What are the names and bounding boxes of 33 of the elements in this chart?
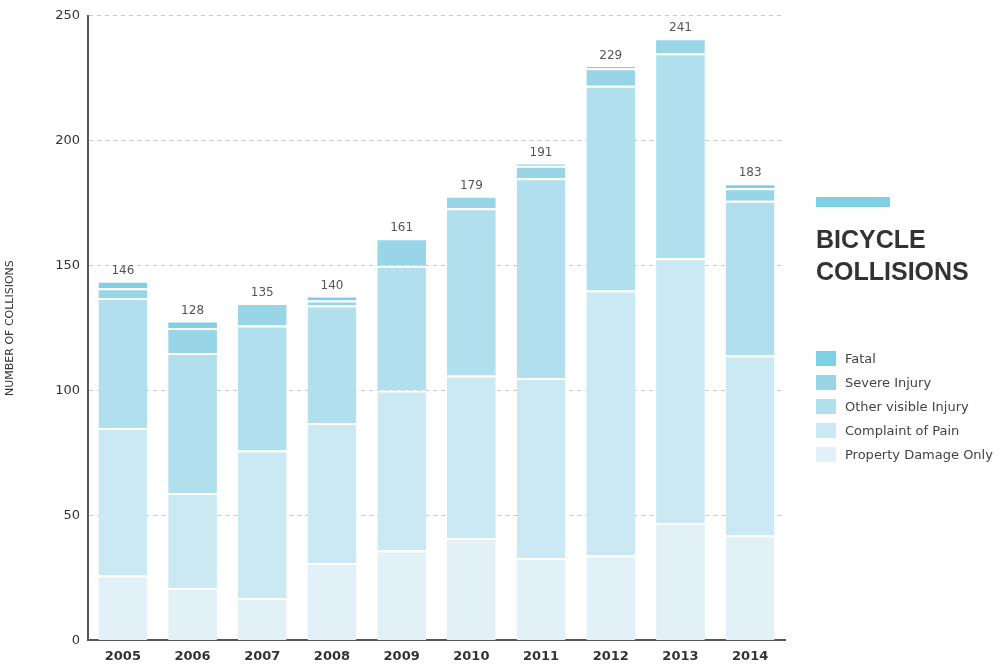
total-label: 179 — [459, 177, 483, 192]
total-label: 140 — [320, 277, 344, 292]
total-label: 146 — [111, 262, 135, 277]
x-tick-label: 2013 — [662, 647, 699, 663]
legend-label: Fatal — [845, 350, 876, 366]
total-label: 183 — [738, 165, 762, 180]
total-label: 229 — [599, 47, 623, 62]
y-tick-label: 250 — [55, 7, 81, 23]
y-tick-label: 50 — [63, 506, 81, 522]
text: BICYCLE COLLISIONS — [816, 224, 970, 287]
total-label: 161 — [390, 220, 414, 235]
legend-label: Other visible Injury — [845, 398, 969, 414]
y-axis-title: NUMBER OF COLLISIONS — [3, 260, 17, 397]
legend-label: Severe Injury — [845, 374, 932, 390]
legend-label: Property Damage Only — [845, 446, 993, 462]
y-tick-label: 150 — [55, 257, 81, 273]
x-tick-label: 2005 — [104, 647, 141, 663]
x-tick-label: 2008 — [313, 647, 351, 663]
x-tick-label: 2011 — [522, 647, 560, 663]
total-label: 241 — [669, 20, 692, 35]
x-tick-label: 2010 — [453, 647, 490, 663]
x-tick-label: 2009 — [383, 647, 420, 663]
total-label: 135 — [250, 285, 274, 300]
x-tick-label: 2007 — [244, 647, 281, 663]
x-tick-label: 2006 — [174, 647, 211, 663]
legend-label: Complaint of Pain — [845, 422, 960, 438]
x-tick-label: 2012 — [592, 647, 629, 663]
x-tick-label: 2014 — [732, 647, 769, 663]
y-tick-label: 200 — [55, 132, 81, 148]
y-tick-label: 100 — [55, 381, 81, 397]
total-label: 191 — [529, 145, 553, 160]
total-label: 128 — [181, 302, 205, 317]
y-tick-label: 0 — [71, 631, 81, 647]
